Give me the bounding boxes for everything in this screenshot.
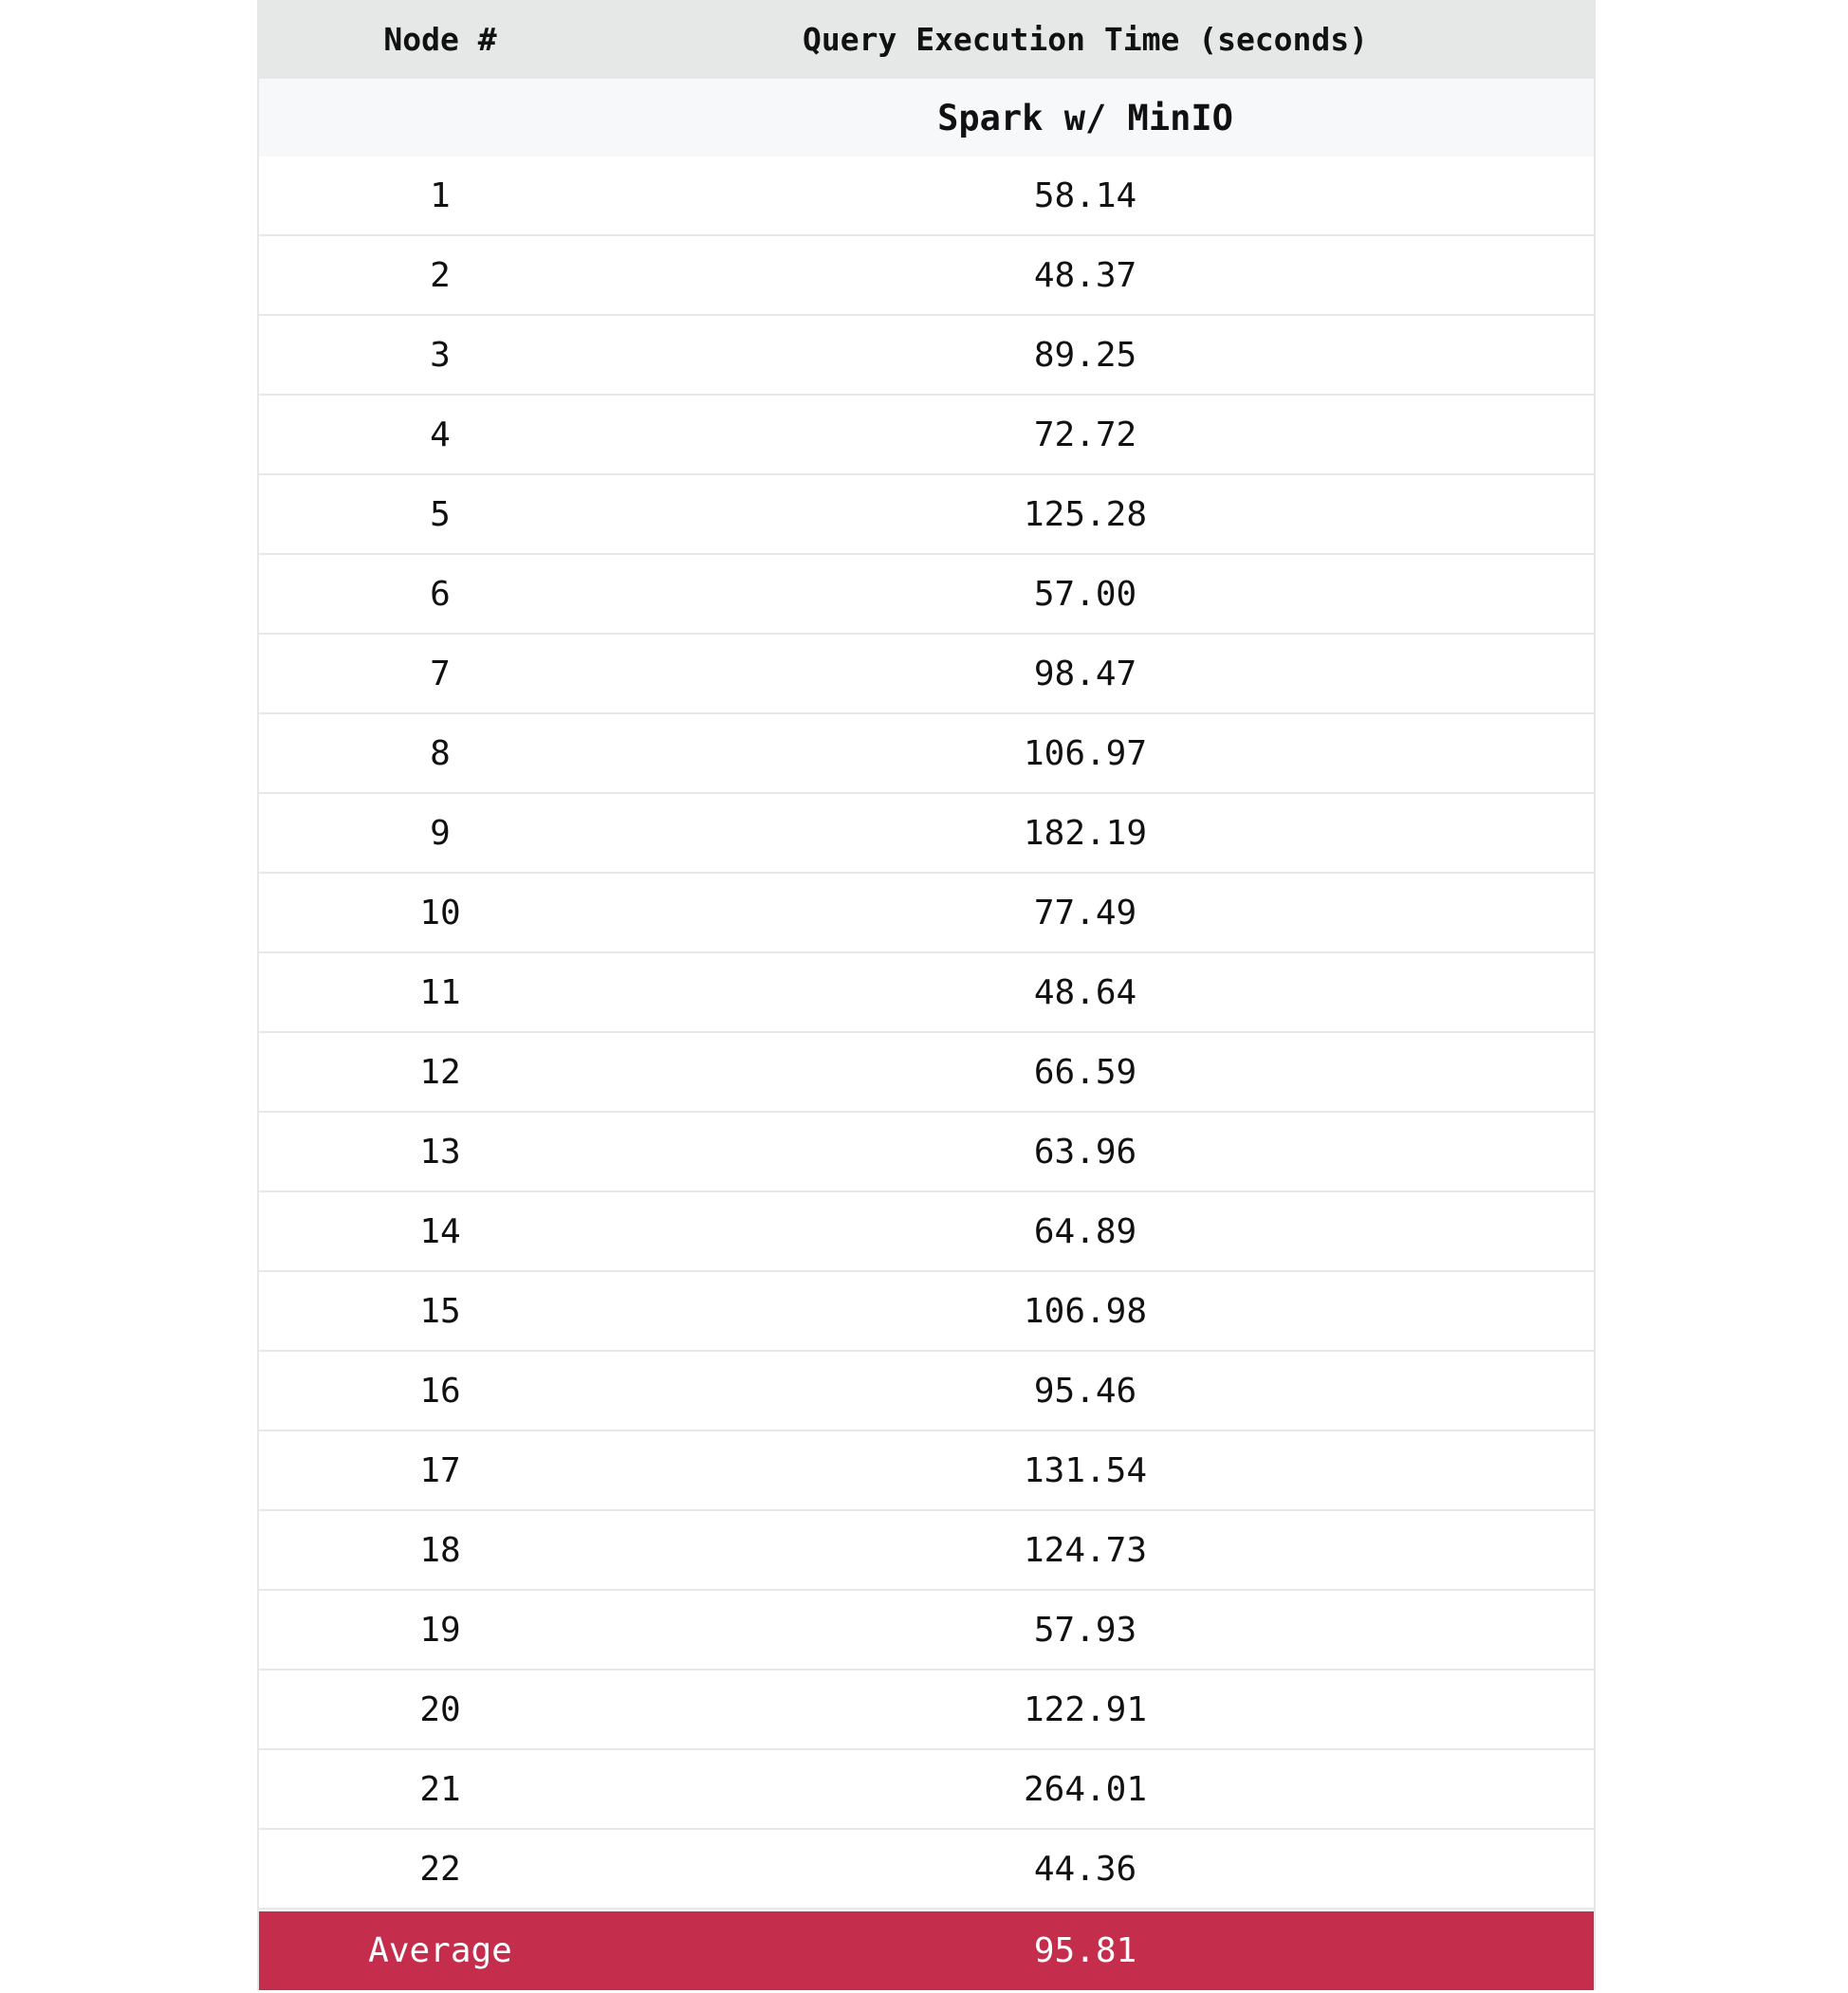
node-cell: 15 — [419, 1291, 461, 1331]
table-row: 19 57.93 — [259, 1591, 1594, 1670]
table-row: 8 106.97 — [259, 714, 1594, 794]
node-cell: 2 — [430, 255, 451, 295]
table-row: 3 89.25 — [259, 316, 1594, 396]
table-row: 5 125.28 — [259, 475, 1594, 555]
time-cell: 106.97 — [1023, 733, 1148, 773]
table-row: 21 264.01 — [259, 1750, 1594, 1830]
node-cell: 5 — [430, 494, 451, 534]
time-cell: 89.25 — [1033, 335, 1137, 375]
time-cell: 57.00 — [1033, 574, 1137, 614]
node-cell: 9 — [430, 813, 451, 853]
table-row: 17 131.54 — [259, 1431, 1594, 1511]
results-table: Node # Query Execution Time (seconds) Sp… — [257, 0, 1596, 1990]
table-row: 7 98.47 — [259, 635, 1594, 714]
time-cell: 48.64 — [1033, 972, 1137, 1012]
table-header: Node # Query Execution Time (seconds) — [259, 0, 1594, 79]
time-cell: 131.54 — [1023, 1450, 1148, 1490]
table-row: 15 106.98 — [259, 1272, 1594, 1352]
table-row: 14 64.89 — [259, 1192, 1594, 1272]
table-row: 11 48.64 — [259, 953, 1594, 1033]
table-row: 10 77.49 — [259, 874, 1594, 953]
table-row: 6 57.00 — [259, 555, 1594, 635]
table-subheader: Spark w/ MinIO — [259, 79, 1594, 157]
table-row: 22 44.36 — [259, 1830, 1594, 1910]
table-row: 1 58.14 — [259, 157, 1594, 236]
node-cell: 16 — [419, 1371, 461, 1411]
time-cell: 125.28 — [1023, 494, 1148, 534]
node-cell: 6 — [430, 574, 451, 614]
table-row: 12 66.59 — [259, 1033, 1594, 1113]
table-row: 16 95.46 — [259, 1352, 1594, 1431]
table-row: 18 124.73 — [259, 1511, 1594, 1591]
node-cell: 11 — [419, 972, 461, 1012]
time-cell: 98.47 — [1033, 654, 1137, 693]
time-cell: 122.91 — [1023, 1689, 1148, 1729]
time-cell: 58.14 — [1033, 175, 1137, 215]
node-cell: 22 — [419, 1849, 461, 1889]
time-cell: 63.96 — [1033, 1132, 1137, 1172]
time-cell: 57.93 — [1033, 1610, 1137, 1650]
table-row: 20 122.91 — [259, 1670, 1594, 1750]
average-row: Average 95.81 — [259, 1911, 1594, 1990]
node-cell: 7 — [430, 654, 451, 693]
node-cell: 4 — [430, 415, 451, 454]
time-cell: 95.46 — [1033, 1371, 1137, 1411]
table-row: 2 48.37 — [259, 236, 1594, 316]
node-cell: 12 — [419, 1052, 461, 1092]
node-cell: 3 — [430, 335, 451, 375]
time-cell: 64.89 — [1033, 1211, 1137, 1251]
table-row: 9 182.19 — [259, 794, 1594, 874]
node-cell: 18 — [419, 1530, 461, 1570]
subheader-time: Spark w/ MinIO — [937, 97, 1233, 138]
node-cell: 21 — [419, 1769, 461, 1809]
average-value: 95.81 — [1033, 1931, 1137, 1970]
time-cell: 124.73 — [1023, 1530, 1148, 1570]
node-cell: 20 — [419, 1689, 461, 1729]
node-cell: 14 — [419, 1211, 461, 1251]
time-cell: 77.49 — [1033, 893, 1137, 932]
time-cell: 182.19 — [1023, 813, 1148, 853]
time-cell: 48.37 — [1033, 255, 1137, 295]
node-cell: 13 — [419, 1132, 461, 1172]
time-cell: 72.72 — [1033, 415, 1137, 454]
table-body: 1 58.14 2 48.37 3 89.25 4 72.72 5 125.28 6 57.00 7 98… — [259, 157, 1594, 1910]
node-cell: 1 — [430, 175, 451, 215]
time-cell: 264.01 — [1023, 1769, 1148, 1809]
node-cell: 19 — [419, 1610, 461, 1650]
table-row: 4 72.72 — [259, 396, 1594, 475]
header-time: Query Execution Time (seconds) — [802, 21, 1369, 58]
node-cell: 10 — [419, 893, 461, 932]
average-label: Average — [368, 1931, 512, 1970]
header-node: Node # — [383, 21, 497, 58]
time-cell: 106.98 — [1023, 1291, 1148, 1331]
time-cell: 44.36 — [1033, 1849, 1137, 1889]
time-cell: 66.59 — [1033, 1052, 1137, 1092]
node-cell: 8 — [430, 733, 451, 773]
table-row: 13 63.96 — [259, 1113, 1594, 1192]
node-cell: 17 — [419, 1450, 461, 1490]
